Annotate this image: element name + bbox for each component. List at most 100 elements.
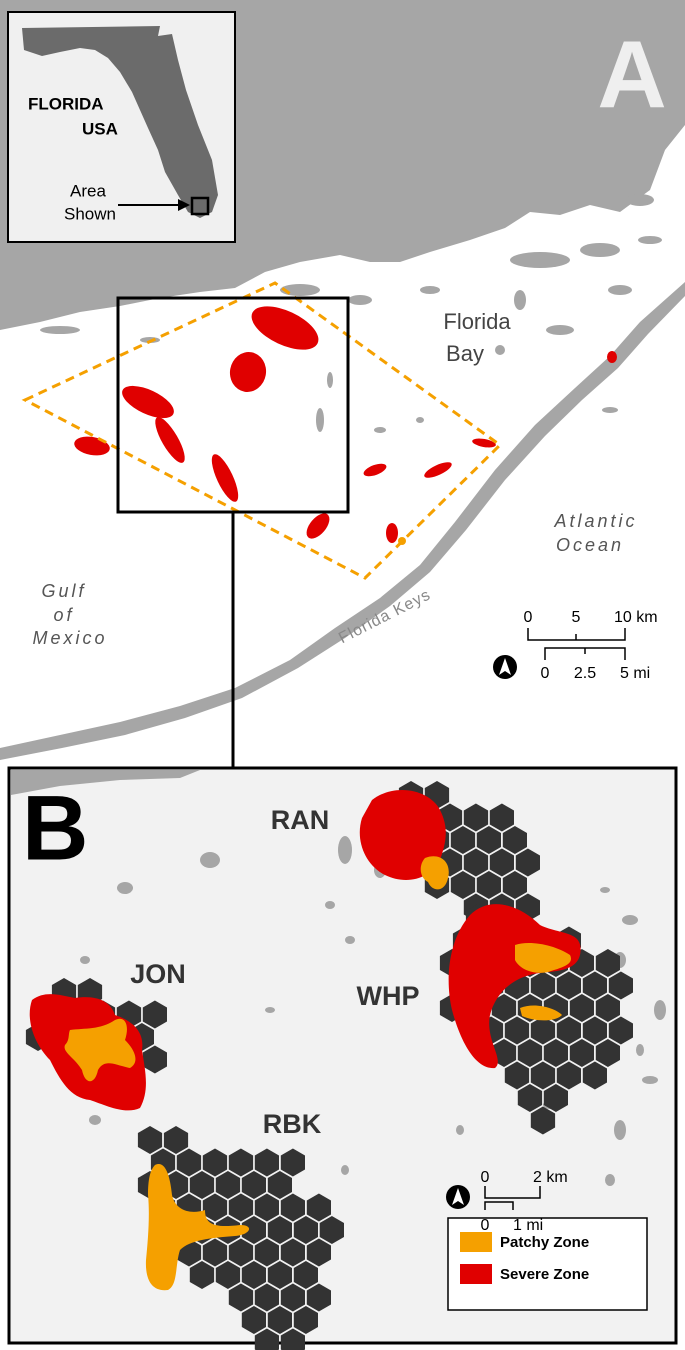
scale-label: 2.5: [574, 665, 596, 682]
hex-cell: [569, 1039, 594, 1067]
hex-cell: [306, 1283, 331, 1312]
inset-area-label: Shown: [64, 204, 116, 223]
site-label: RAN: [271, 805, 330, 835]
hex-cell: [142, 1045, 167, 1074]
hex-cell: [215, 1171, 241, 1199]
panel-label: A: [597, 21, 666, 128]
hex-cell: [450, 871, 476, 899]
island: [338, 836, 352, 864]
scale-label: 0: [481, 1169, 490, 1186]
hex-cell: [530, 1016, 556, 1045]
hex-cell: [306, 1238, 331, 1267]
island: [316, 408, 324, 432]
hex-cell: [530, 1106, 556, 1135]
legend-label: Severe Zone: [500, 1266, 589, 1283]
legend-label: Patchy Zone: [500, 1234, 589, 1251]
patchy-zone: [420, 856, 449, 890]
hex-cell: [491, 994, 517, 1022]
hex-cell: [254, 1283, 279, 1312]
hex-cell: [582, 1016, 607, 1045]
hex-cell: [254, 1148, 279, 1177]
island: [654, 1000, 666, 1020]
island: [345, 936, 355, 944]
island: [622, 915, 638, 925]
area-arrowhead: [178, 199, 190, 211]
place-label: Florida: [443, 309, 511, 334]
hex-cell: [254, 1238, 279, 1267]
hex-cell: [319, 1216, 344, 1244]
scale-label: 1 mi: [513, 1217, 543, 1234]
hex-cell: [137, 1126, 163, 1154]
severe-zone: [306, 513, 330, 539]
island: [200, 852, 220, 868]
severe-zone: [424, 462, 452, 478]
hex-cell: [491, 1039, 517, 1067]
island: [638, 236, 662, 244]
hex-cell: [280, 1193, 305, 1222]
hex-cell: [517, 1084, 543, 1112]
hex-cell: [202, 1193, 228, 1222]
scale-label: 0: [524, 609, 533, 626]
inset-state: FLORIDA: [28, 94, 104, 113]
place-label: Atlantic: [553, 511, 637, 531]
severe-zone: [251, 306, 319, 350]
place-label: Mexico: [32, 628, 107, 648]
island: [636, 1044, 644, 1056]
island: [348, 295, 372, 305]
north-arrow: [499, 658, 511, 675]
island: [420, 286, 440, 294]
inset-area-label: Area: [70, 181, 106, 200]
panel-label: B: [22, 777, 88, 879]
hex-cell: [543, 1039, 568, 1067]
legend-swatch: [460, 1264, 492, 1284]
hex-cell: [595, 1039, 620, 1067]
island: [341, 1165, 349, 1175]
island: [626, 194, 654, 206]
place-label: Ocean: [556, 535, 624, 555]
hex-cell: [280, 1148, 305, 1177]
study-area: [21, 281, 503, 580]
severe-zone: [472, 438, 496, 448]
scale-label: 10 km: [614, 609, 658, 626]
island: [6, 296, 34, 304]
hex-cell: [504, 1061, 530, 1090]
scale-label: 5 mi: [620, 665, 650, 682]
island: [605, 1174, 615, 1186]
hex-cell: [142, 1000, 167, 1029]
place-label: Gulf: [41, 581, 86, 601]
hex-cell: [228, 1238, 254, 1267]
hex-cell: [504, 1016, 530, 1045]
legend-swatch: [460, 1232, 492, 1252]
hex-cell: [293, 1216, 318, 1244]
scale-label: 0: [541, 665, 550, 682]
island: [600, 887, 610, 893]
island: [602, 407, 618, 413]
hex-cell: [476, 871, 501, 899]
severe-zone: [448, 904, 581, 1069]
severe-zone: [229, 352, 267, 392]
hex-cell: [463, 848, 489, 877]
island: [456, 1125, 464, 1135]
island: [416, 417, 424, 423]
hex-cell: [517, 1039, 543, 1067]
patchy-zone: [145, 1164, 250, 1291]
hex-cell: [280, 1328, 305, 1350]
hex-cell: [280, 1283, 305, 1312]
island: [614, 1120, 626, 1140]
scale-label: 0: [481, 1217, 490, 1234]
island: [510, 252, 570, 268]
site-label: JON: [130, 959, 186, 989]
hex-cell: [176, 1148, 202, 1177]
hex-cell: [215, 1261, 241, 1289]
hex-cell: [556, 1061, 581, 1090]
severe-zone: [363, 463, 387, 477]
island: [40, 326, 80, 334]
hex-cell: [582, 971, 607, 1000]
hex-cell: [530, 1061, 556, 1090]
patchy-zone: [520, 1005, 562, 1021]
hex-cell: [502, 826, 527, 854]
severe-zone: [359, 789, 446, 880]
hex-cell: [450, 826, 476, 854]
hex-cell: [595, 994, 620, 1022]
scale-label: 2 km: [533, 1169, 568, 1186]
